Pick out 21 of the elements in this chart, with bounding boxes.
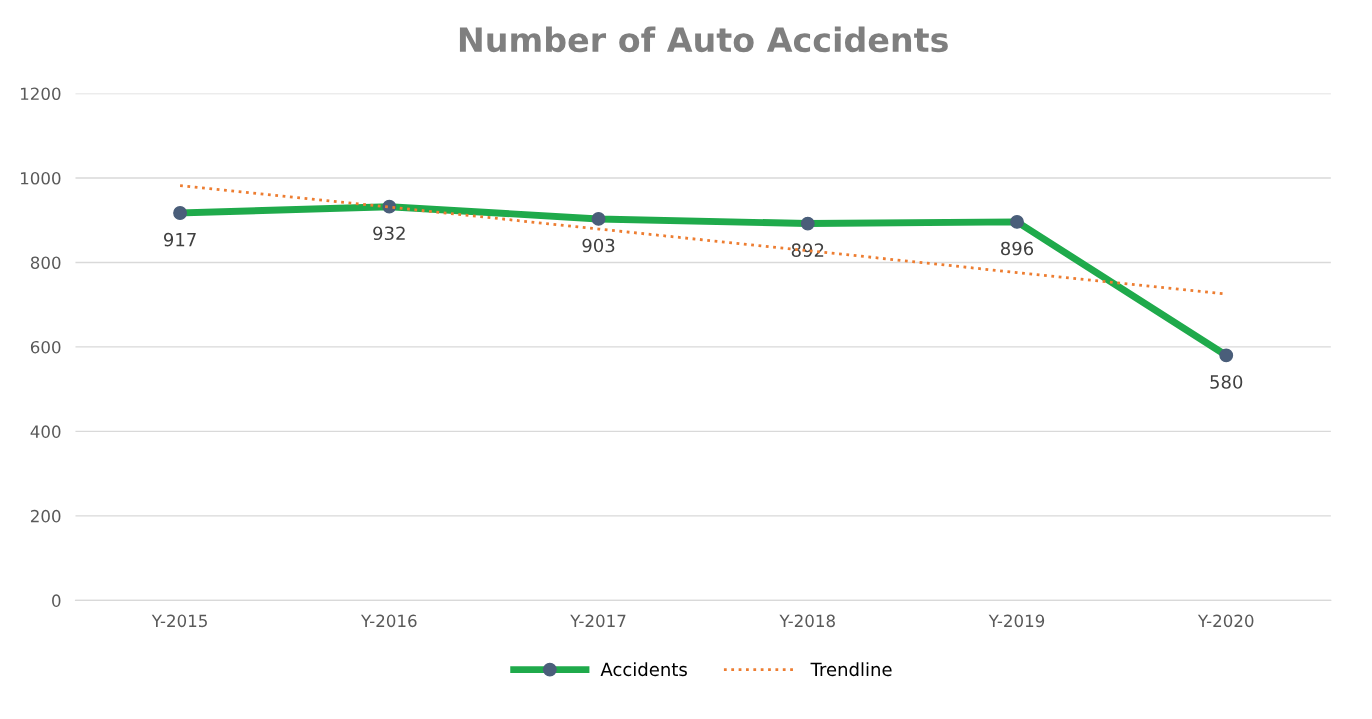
x-tick-label: Y-2020 bbox=[1197, 614, 1254, 628]
data-label: 932 bbox=[373, 226, 405, 241]
data-label: 896 bbox=[1000, 241, 1034, 256]
y-tick-label: 800 bbox=[30, 256, 61, 269]
x-tick-label: Y-2017 bbox=[570, 614, 626, 628]
data-label: 580 bbox=[1210, 375, 1243, 389]
x-tick-label: Y-2018 bbox=[779, 614, 835, 628]
y-tick-label: 600 bbox=[30, 340, 61, 354]
data-label: 903 bbox=[582, 238, 615, 253]
y-tick-label: 400 bbox=[30, 425, 61, 438]
chart-title: Number of Auto Accidents bbox=[459, 26, 948, 53]
y-tick-label: 0 bbox=[52, 594, 61, 607]
legend-label: Trendline bbox=[810, 662, 892, 677]
x-tick-label: Y-2016 bbox=[360, 614, 417, 628]
y-tick-label: 1200 bbox=[20, 87, 61, 101]
legend-label: Accidents bbox=[600, 662, 687, 677]
y-tick-label: 200 bbox=[30, 509, 61, 523]
y-tick-label: 1000 bbox=[20, 171, 61, 185]
x-tick-label: Y-2015 bbox=[151, 614, 207, 628]
x-tick-label: Y-2019 bbox=[988, 614, 1045, 628]
data-label: 917 bbox=[163, 232, 196, 247]
